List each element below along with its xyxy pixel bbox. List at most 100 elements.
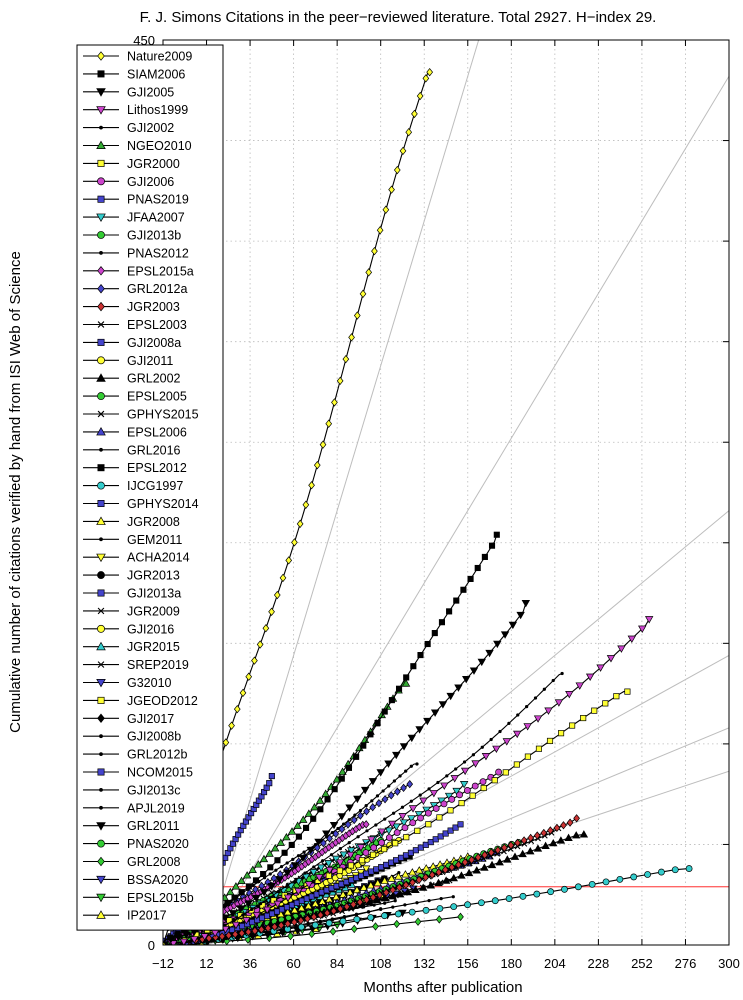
series-point <box>381 789 385 793</box>
series-point <box>409 799 413 803</box>
series-point <box>487 848 495 857</box>
series-point <box>338 847 342 851</box>
series-point <box>287 827 297 835</box>
series-point <box>671 866 679 874</box>
series-point <box>304 809 314 817</box>
legend-entry: JGR2009 <box>83 604 180 618</box>
series-point <box>449 873 458 882</box>
series-point <box>329 853 334 857</box>
series-point <box>551 678 555 683</box>
series-point <box>268 872 272 876</box>
series-point <box>339 917 347 925</box>
series-point <box>411 885 420 894</box>
series-point <box>231 921 241 930</box>
series-point <box>569 722 576 729</box>
legend-entry: G32010 <box>83 676 172 690</box>
series-GRL2002 <box>163 830 589 945</box>
series-point <box>179 942 183 945</box>
series-point <box>274 857 281 864</box>
legend-marker <box>97 392 105 401</box>
series-point <box>331 786 338 793</box>
legend-label: JGR2008 <box>127 515 180 529</box>
legend-label: EPSL2005 <box>127 390 187 404</box>
legend-entry: EPSL2003 <box>83 318 187 332</box>
series-point <box>393 919 401 929</box>
series-point <box>347 841 351 845</box>
series-point <box>331 892 341 901</box>
legend-label: PNAS2020 <box>127 837 189 851</box>
series-point <box>462 676 471 684</box>
series-point <box>345 888 355 896</box>
series-point <box>415 762 419 766</box>
legend-entry: GPHYS2015 <box>83 408 199 422</box>
series-point <box>602 878 610 886</box>
series-point <box>221 926 230 934</box>
series-point <box>572 831 581 839</box>
x-axis-label: Months after publication <box>363 979 522 996</box>
legend-entry: APJL2019 <box>83 801 185 815</box>
legend-marker <box>97 768 105 776</box>
legend-marker <box>99 447 103 452</box>
legend-label: JGR2003 <box>127 300 180 314</box>
legend-label: GJI2008b <box>127 730 181 744</box>
series-point <box>259 914 266 921</box>
series-point <box>516 713 520 717</box>
series-point <box>616 875 624 883</box>
series-point <box>447 827 454 834</box>
series-point <box>353 311 361 320</box>
legend-label: JGR2009 <box>127 604 180 618</box>
series-point <box>408 868 417 876</box>
series-point <box>308 481 315 490</box>
legend-marker <box>97 661 105 668</box>
series-point <box>310 802 319 811</box>
legend-label: GJI2008a <box>127 336 181 350</box>
series-point <box>375 799 383 808</box>
series-point <box>485 649 494 658</box>
legend-marker <box>97 266 105 276</box>
series-point <box>657 868 665 876</box>
legend-marker <box>97 571 105 580</box>
series-point <box>218 932 226 941</box>
series-point <box>474 564 481 572</box>
series-point <box>644 616 654 624</box>
legend-marker <box>97 70 105 78</box>
series-point <box>370 844 378 852</box>
series-point <box>236 905 245 913</box>
series-point <box>302 850 306 854</box>
legend-label: EPSL2012 <box>127 461 187 475</box>
series-point <box>273 900 282 909</box>
series-point <box>345 804 354 812</box>
series-point <box>416 91 424 101</box>
legend-marker <box>96 910 106 919</box>
legend-marker <box>97 231 105 239</box>
series-point <box>228 910 238 918</box>
series-point <box>363 870 370 877</box>
series-point <box>344 820 352 829</box>
series-point <box>591 707 598 714</box>
series-point <box>376 769 385 777</box>
legend-label: Nature2009 <box>127 50 192 64</box>
legend-marker <box>97 338 105 346</box>
series-point <box>356 898 364 907</box>
series-point <box>277 921 285 930</box>
series-point <box>283 894 293 902</box>
series-point <box>317 806 324 813</box>
series-point <box>388 697 395 704</box>
series-point <box>574 883 582 891</box>
series-point <box>358 872 365 879</box>
series-point <box>481 753 491 761</box>
series-point <box>448 795 456 803</box>
series-point <box>252 894 261 903</box>
legend-marker <box>99 537 103 542</box>
series-point <box>401 824 409 832</box>
series-point <box>387 820 397 829</box>
series-point <box>294 877 298 881</box>
legend-entry: JGR2008 <box>83 515 180 529</box>
legend-entry: GRL2008 <box>83 855 181 869</box>
series-point <box>205 934 213 943</box>
legend-marker <box>99 251 103 255</box>
series-point <box>494 845 502 855</box>
legend-marker <box>97 696 105 704</box>
series-point <box>406 779 414 789</box>
series-point <box>325 872 332 879</box>
